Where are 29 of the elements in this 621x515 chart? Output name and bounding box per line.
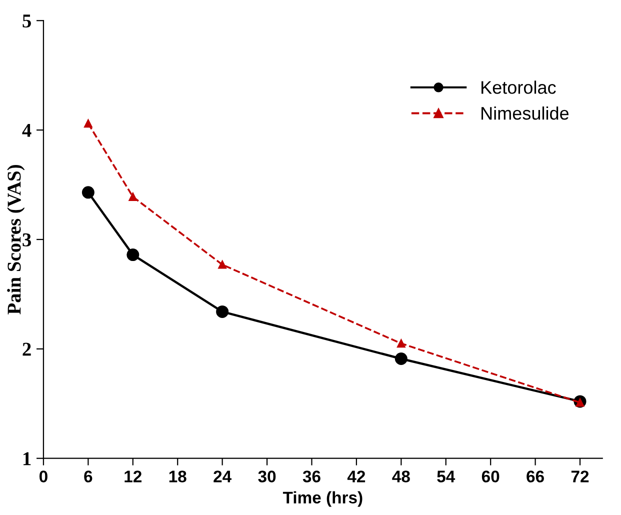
y-tick-label: 1 — [24, 452, 31, 466]
x-tick-label: 36 — [302, 470, 320, 482]
y-tick-label: 5 — [22, 14, 31, 28]
x-tick-label: 6 — [84, 470, 92, 482]
x-tick-label: 42 — [347, 470, 366, 482]
x-tick-label: 66 — [526, 470, 544, 482]
x-tick-label: 30 — [258, 470, 276, 482]
point — [82, 186, 94, 199]
x-tick-label: 24 — [214, 470, 232, 482]
x-tick-label: 48 — [392, 470, 410, 482]
x-axis-title: Time (hrs) — [282, 491, 362, 507]
y-tick-label: 4 — [22, 124, 32, 137]
x-tick-label: 12 — [124, 470, 142, 482]
point — [128, 192, 138, 201]
point — [218, 260, 226, 269]
point — [216, 305, 229, 318]
point — [84, 119, 92, 128]
y-tick-label: 2 — [22, 342, 31, 356]
x-tick-label: 0 — [39, 470, 48, 482]
x-tick-label: 60 — [482, 470, 500, 482]
x-tick-label: 54 — [437, 470, 456, 482]
point — [126, 248, 140, 262]
point — [394, 352, 408, 366]
point — [397, 339, 406, 348]
x-tick-label: 18 — [169, 470, 186, 482]
legend-label: Nimesulide — [482, 106, 569, 120]
legend-label: Ketorolac — [482, 80, 556, 94]
y-tick-label: 3 — [22, 233, 31, 246]
x-tick-label: 72 — [571, 470, 589, 482]
